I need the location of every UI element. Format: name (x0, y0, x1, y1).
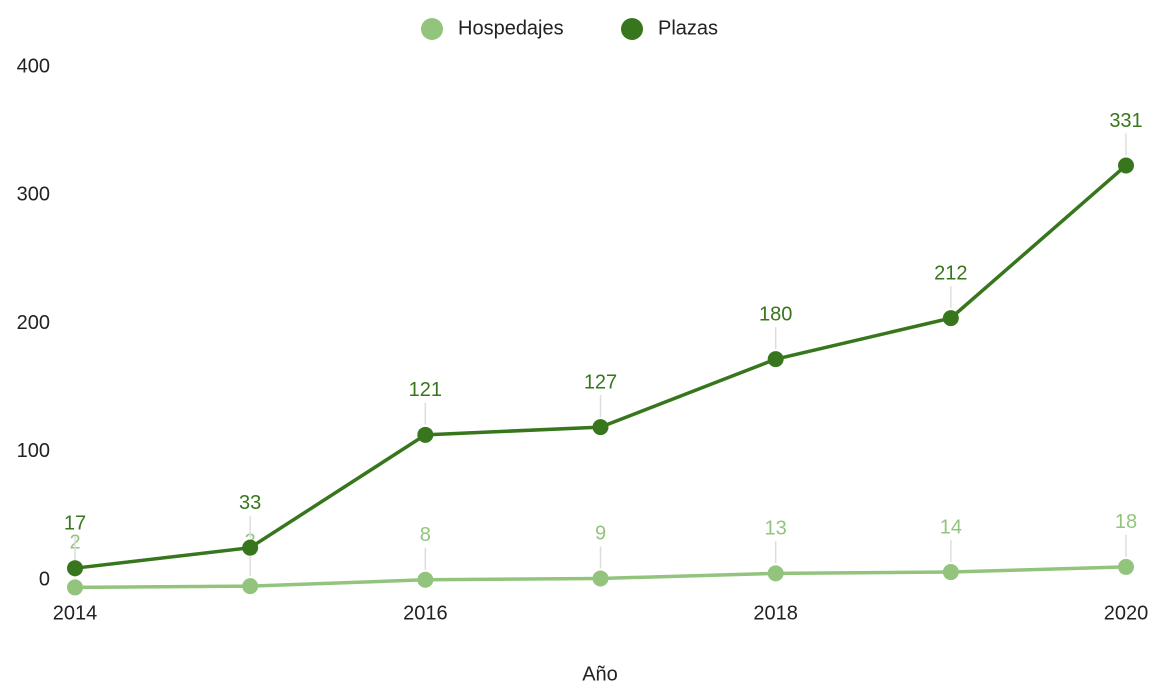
series-line (74, 164, 1128, 570)
y-tick-label: 300 (17, 184, 50, 206)
data-point (417, 426, 434, 443)
x-tick-label: 2016 (403, 602, 448, 624)
x-tick-label: 2018 (753, 602, 798, 624)
y-tick-label: 400 (17, 55, 50, 77)
data-label: 212 (934, 262, 967, 284)
data-label: 9 (595, 523, 606, 545)
data-point (942, 564, 959, 581)
data-label: 121 (409, 379, 442, 401)
data-point (67, 579, 83, 596)
y-tick-label: 200 (17, 312, 50, 334)
data-label: 8 (420, 524, 431, 546)
data-point (242, 539, 259, 556)
data-point (767, 351, 784, 368)
data-point (242, 578, 259, 595)
y-tick-label: 0 (39, 568, 50, 590)
data-point (417, 571, 434, 588)
data-label: 14 (940, 516, 962, 538)
y-tick-label: 100 (17, 440, 50, 462)
legend-swatch (621, 18, 643, 40)
data-point (1118, 558, 1134, 575)
x-axis-label: Año (582, 663, 618, 682)
data-point (767, 565, 784, 582)
data-point (67, 560, 83, 577)
data-label: 127 (584, 371, 617, 393)
data-point (592, 570, 609, 587)
data-point (942, 310, 959, 327)
x-tick-label: 2014 (53, 602, 98, 624)
legend-label: Hospedajes (458, 17, 564, 39)
data-point (592, 419, 609, 436)
data-label: 33 (239, 492, 261, 514)
data-label: 17 (64, 512, 86, 534)
x-tick-label: 2020 (1104, 602, 1149, 624)
legend-swatch (421, 18, 443, 40)
data-label: 13 (765, 518, 787, 540)
data-point (1118, 157, 1134, 174)
data-label: 180 (759, 303, 792, 325)
legend-label: Plazas (658, 17, 718, 39)
data-label: 331 (1109, 110, 1142, 132)
data-label: 18 (1115, 511, 1137, 533)
